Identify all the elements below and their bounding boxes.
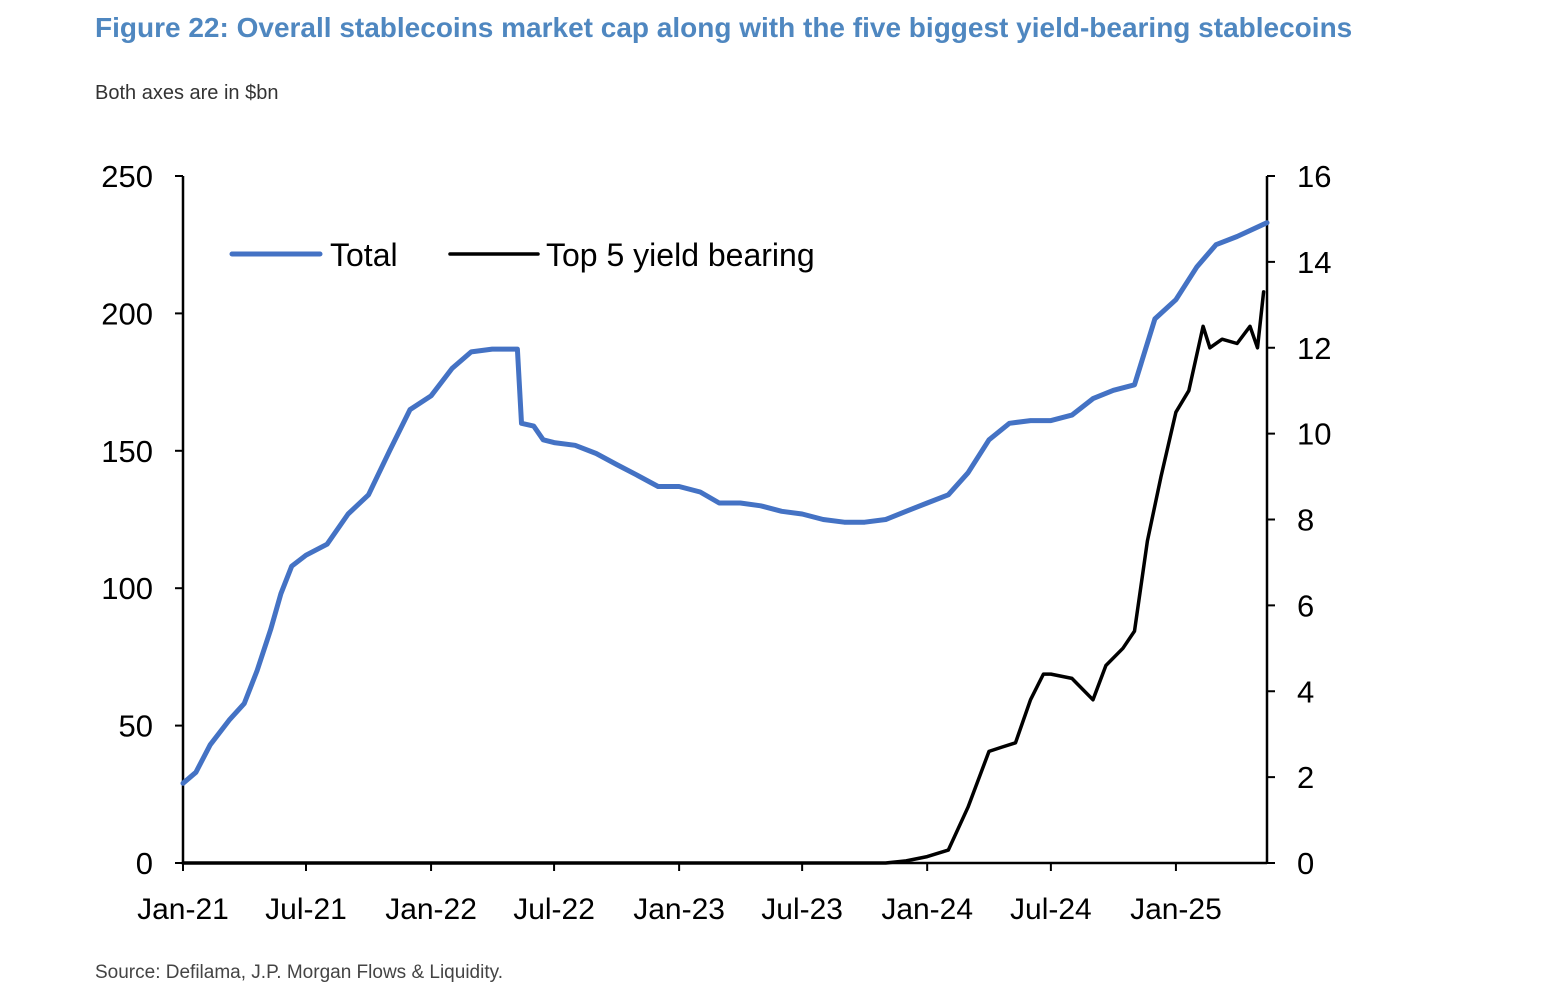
y-left-tick-label: 100 (101, 571, 153, 606)
y-right-tick-label: 0 (1297, 846, 1314, 881)
chart-series-layer (180, 220, 1270, 865)
x-tick-label: Jul-23 (761, 893, 843, 926)
y-left-tick-label: 0 (136, 846, 153, 881)
x-tick-label: Jan-25 (1130, 893, 1222, 926)
figure-subtitle: Both axes are in $bn (95, 82, 279, 104)
x-tick-label: Jan-23 (633, 893, 725, 926)
y-right-tick-label: 10 (1297, 417, 1331, 452)
x-tick-label: Jan-22 (385, 893, 477, 926)
y-left-tick-label: 200 (101, 296, 153, 331)
y-right-tick-label: 6 (1297, 588, 1314, 623)
y-right-tick-label: 14 (1297, 245, 1331, 280)
y-left-tick-label: 250 (101, 159, 153, 194)
figure-source-note: Source: Defilama, J.P. Morgan Flows & Li… (95, 962, 503, 983)
x-tick-label: Jul-21 (265, 893, 347, 926)
x-tick-label: Jan-21 (137, 893, 229, 926)
legend-label-total: Total (330, 237, 398, 273)
y-right-tick-label: 16 (1297, 159, 1331, 194)
x-tick-label: Jul-22 (513, 893, 595, 926)
y-left-tick-label: 50 (119, 709, 153, 744)
y-right-tick-label: 4 (1297, 674, 1314, 709)
x-tick-label: Jul-24 (1010, 893, 1092, 926)
series-line-top5-yield-bearing (181, 290, 1266, 865)
y-right-tick-label: 12 (1297, 331, 1331, 366)
y-right-tick-label: 8 (1297, 503, 1314, 538)
figure-title: Figure 22: Overall stablecoins market ca… (95, 12, 1353, 43)
legend-label-top5-yield-bearing: Top 5 yield bearing (546, 237, 815, 273)
chart-legend: Total Top 5 yield bearing (229, 237, 815, 273)
y-right-tick-label: 2 (1297, 760, 1314, 795)
series-line-total (180, 220, 1270, 786)
chart-axes: 0 50 100 150 200 250 0 2 4 6 8 10 12 14 16 Jan-21 Jul-21… (101, 159, 1331, 926)
y-left-tick-label: 150 (101, 434, 153, 469)
x-tick-label: Jan-24 (881, 893, 973, 926)
